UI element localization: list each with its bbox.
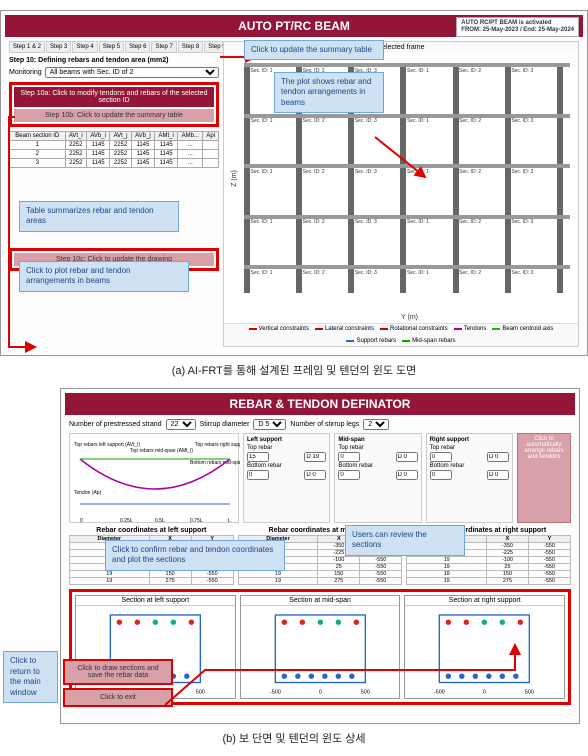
svg-text:0.25L: 0.25L	[120, 518, 133, 524]
legend-item: Tendons	[454, 326, 487, 332]
red-bar-10a[interactable]: Step 10a: Click to modify tendons and re…	[14, 87, 214, 107]
step-tab[interactable]: Step 1 & 2	[9, 41, 45, 53]
rebar-table: Beam section IDAVt_iAVb_iAVt_jAVb_jAMt_i…	[9, 131, 219, 168]
header-bar-a: AUTO PT/RC BEAM AUTO RC/PT BEAM is activ…	[5, 15, 583, 37]
legend-item: Support rebars	[346, 338, 396, 344]
callout-return: Click to return to the main window	[3, 651, 58, 703]
svg-text:-500: -500	[270, 689, 281, 695]
num-strand-select[interactable]: 22	[166, 419, 196, 430]
legend: Vertical constraints Lateral constraints R…	[224, 323, 578, 346]
tendon-chart: Top rebars left support (AVt_l) Tendon (…	[69, 433, 239, 523]
stirrup-dia-select[interactable]: D 5	[253, 419, 286, 430]
lbl-bot-mid: Bottom rebars mid-span (AMb_l)	[190, 460, 240, 466]
step-tabs: Step 1 & 2Step 3Step 4Step 5Step 6Step 7…	[9, 41, 219, 53]
param-column: Right supportTop rebarBottom rebar	[426, 433, 513, 523]
draw-sections-button[interactable]: Click to draw sections and save the reba…	[63, 659, 173, 685]
callout-plot-button: Click to plot rebar and tendon arrangeme…	[19, 261, 189, 292]
lbl-top-mid: Top rebars mid-span (AMt_l)	[130, 448, 193, 454]
step-tab[interactable]: Step 4	[72, 41, 97, 53]
exit-button[interactable]: Click to exit	[63, 688, 173, 707]
num-strand-label: Number of prestressed strand	[69, 421, 162, 428]
param-column: Mid-spanTop rebarBottom rebar	[334, 433, 421, 523]
callout-update-summary: Click to update the summary table	[244, 40, 384, 60]
step-tab[interactable]: Step 6	[125, 41, 150, 53]
header-info-box: AUTO RC/PT BEAM is activated FROM: 25-Ma…	[456, 17, 579, 37]
legend-item: Rotational constraints	[380, 326, 448, 332]
legend-item: Beam centroid axis	[492, 326, 553, 332]
header-title-a: AUTO PT/RC BEAM	[238, 19, 350, 33]
callout-plot-shows: The plot shows rebar and tendon arrangem…	[274, 72, 384, 113]
step-tab[interactable]: Step 8	[178, 41, 203, 53]
header-info-1: AUTO RC/PT BEAM is activated	[461, 20, 574, 27]
caption-a: (a) AI-FRT를 통해 설계된 프레임 및 텐던의 윈도 도면	[0, 356, 588, 388]
x-axis-label: Y (m)	[401, 314, 418, 321]
svg-text:0: 0	[319, 689, 322, 695]
svg-text:0: 0	[80, 518, 83, 524]
callout-review: Users can review the sections	[345, 525, 465, 556]
header-info-2: FROM: 25-May-2023 / End: 25-May-2024	[461, 27, 574, 34]
svg-text:500: 500	[361, 689, 370, 695]
legend-item: Vertical constraints	[249, 326, 309, 332]
svg-text:0.75L: 0.75L	[190, 518, 203, 524]
stirrup-dia-label: Stirrup diameter	[200, 421, 250, 428]
svg-text:500: 500	[196, 689, 205, 695]
svg-text:-500: -500	[434, 689, 445, 695]
stirrup-legs-select[interactable]: 2	[363, 419, 389, 430]
frame-plot: Selected frame Sec. ID: 1Sec. ID: 2Sec. …	[223, 41, 579, 347]
step-tab[interactable]: Step 7	[151, 41, 176, 53]
section-box: Section at right support-5000500	[404, 595, 565, 699]
section-box: Section at mid-span-5000500	[240, 595, 401, 699]
step-tab[interactable]: Step 5	[99, 41, 124, 53]
param-column: Left supportTop rebarBottom rebar	[243, 433, 330, 523]
caption-b: (b) 보 단면 및 텐던의 윈도 상세	[0, 724, 588, 756]
header-bar-b: REBAR & TENDON DEFINATOR	[65, 393, 575, 415]
auto-arrange-button[interactable]: Click to automatically arrange rebars an…	[517, 433, 571, 523]
figure-a: AUTO PT/RC BEAM AUTO RC/PT BEAM is activ…	[0, 10, 588, 356]
stirrup-legs-label: Number of stirrup legs	[290, 421, 359, 428]
legend-item: Mid-span rebars	[402, 338, 455, 344]
callout-table-summary: Table summarizes rebar and tendon areas	[19, 201, 179, 232]
callout-confirm: Click to confirm rebar and tendon coordi…	[105, 540, 285, 571]
step-tab[interactable]: Step 3	[46, 41, 71, 53]
figure-b: REBAR & TENDON DEFINATOR Number of prest…	[60, 388, 580, 724]
y-axis-label: Z (m)	[231, 170, 238, 187]
svg-text:L: L	[228, 518, 231, 524]
pink-bar-10b[interactable]: Step 10b: Click to update the summary ta…	[14, 109, 214, 122]
svg-text:0: 0	[483, 689, 486, 695]
monitor-label: Monitoring	[9, 69, 42, 76]
red-frame-top: Step 10a: Click to modify tendons and re…	[9, 82, 219, 127]
lbl-tendon: Tendon (Ap)	[74, 490, 102, 496]
top-param-strip: Number of prestressed strand 22 Stirrup …	[69, 419, 571, 430]
lbl-top-right: Top rebars right support (AVt_r)	[195, 442, 240, 448]
svg-text:500: 500	[525, 689, 534, 695]
svg-text:0.5L: 0.5L	[155, 518, 165, 524]
monitor-select[interactable]: All beams with Sec. ID of 2	[45, 67, 219, 78]
step-label: Step 10: Defining rebars and tendon area…	[9, 57, 219, 64]
legend-item: Lateral constraints	[315, 326, 374, 332]
left-panel: Step 1 & 2Step 3Step 4Step 5Step 6Step 7…	[9, 41, 219, 347]
